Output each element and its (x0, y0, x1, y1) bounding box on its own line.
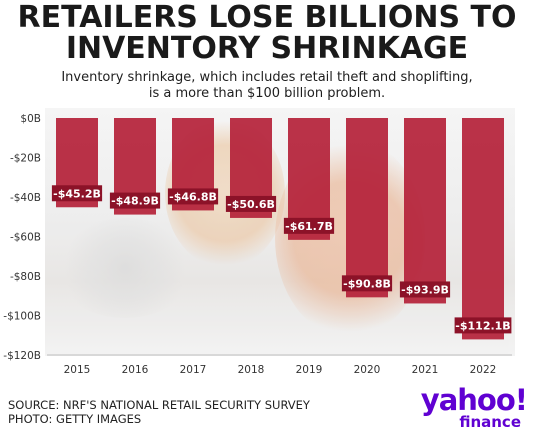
subtitle-line-2: is a more than $100 billion problem. (148, 86, 386, 101)
photo-credit: PHOTO: GETTY IMAGES (8, 412, 142, 426)
x-tick-label: 2016 (122, 364, 149, 376)
title-line-1: RETAILERS LOSE BILLIONS TO (17, 0, 517, 35)
x-tick-label: 2017 (180, 364, 207, 376)
y-tick-label: -$20B (10, 153, 41, 165)
bars-group: -$45.2B -$48.9B -$46.8B -$50.6B -$61.7B -$90.… (51, 118, 512, 340)
data-label: -$50.6B (227, 198, 275, 211)
data-label: -$61.7B (285, 220, 333, 233)
data-label-box (341, 275, 393, 292)
photo-shape (55, 218, 195, 318)
data-label-box (283, 217, 335, 234)
chart-title: RETAILERS LOSE BILLIONS TO INVENTORY SHR… (0, 2, 534, 64)
y-tick-label: -$120B (3, 350, 41, 362)
x-axis: 2015 2016 2017 2018 2019 2020 2021 2022 (64, 364, 497, 376)
y-tick-label: -$40B (10, 192, 41, 204)
x-tick-label: 2021 (412, 364, 439, 376)
title-line-2: INVENTORY SHRINKAGE (65, 31, 469, 66)
data-label: -$93.9B (401, 283, 449, 296)
source-note: SOURCE: NRF'S NATIONAL RETAIL SECURITY S… (8, 398, 310, 426)
data-label: -$48.9B (111, 195, 159, 208)
data-label: -$46.8B (169, 190, 217, 203)
data-label: -$112.1B (455, 319, 510, 332)
y-tick-label: -$100B (3, 311, 41, 323)
bar (346, 118, 388, 298)
source-line: SOURCE: NRF'S NATIONAL RETAIL SECURITY S… (8, 398, 310, 412)
x-tick-label: 2020 (354, 364, 381, 376)
yahoo-finance-logo: yahoo! finance (412, 383, 528, 431)
y-tick-label: -$60B (10, 232, 41, 244)
data-label: -$45.2B (53, 187, 101, 200)
subtitle-line-1: Inventory shrinkage, which includes reta… (61, 70, 473, 85)
chart-subtitle: Inventory shrinkage, which includes reta… (40, 70, 494, 102)
y-tick-label: -$80B (10, 271, 41, 283)
bar (462, 118, 504, 340)
x-tick-label: 2022 (470, 364, 497, 376)
bar (404, 118, 446, 304)
data-label-box (167, 188, 219, 205)
y-tick-label: $0B (20, 113, 41, 125)
y-axis: $0B -$20B -$40B -$60B -$80B -$100B -$120B (3, 113, 41, 362)
data-label-box (109, 192, 161, 209)
data-label-box (399, 281, 451, 298)
logo-sub: finance (459, 413, 521, 431)
data-label-box (225, 195, 277, 212)
x-tick-label: 2019 (296, 364, 323, 376)
data-label-box (51, 185, 103, 202)
data-label: -$90.8B (343, 277, 391, 290)
data-label-box (454, 317, 512, 334)
x-tick-label: 2015 (64, 364, 91, 376)
x-tick-label: 2018 (238, 364, 265, 376)
logo-word: yahoo! (420, 383, 528, 417)
